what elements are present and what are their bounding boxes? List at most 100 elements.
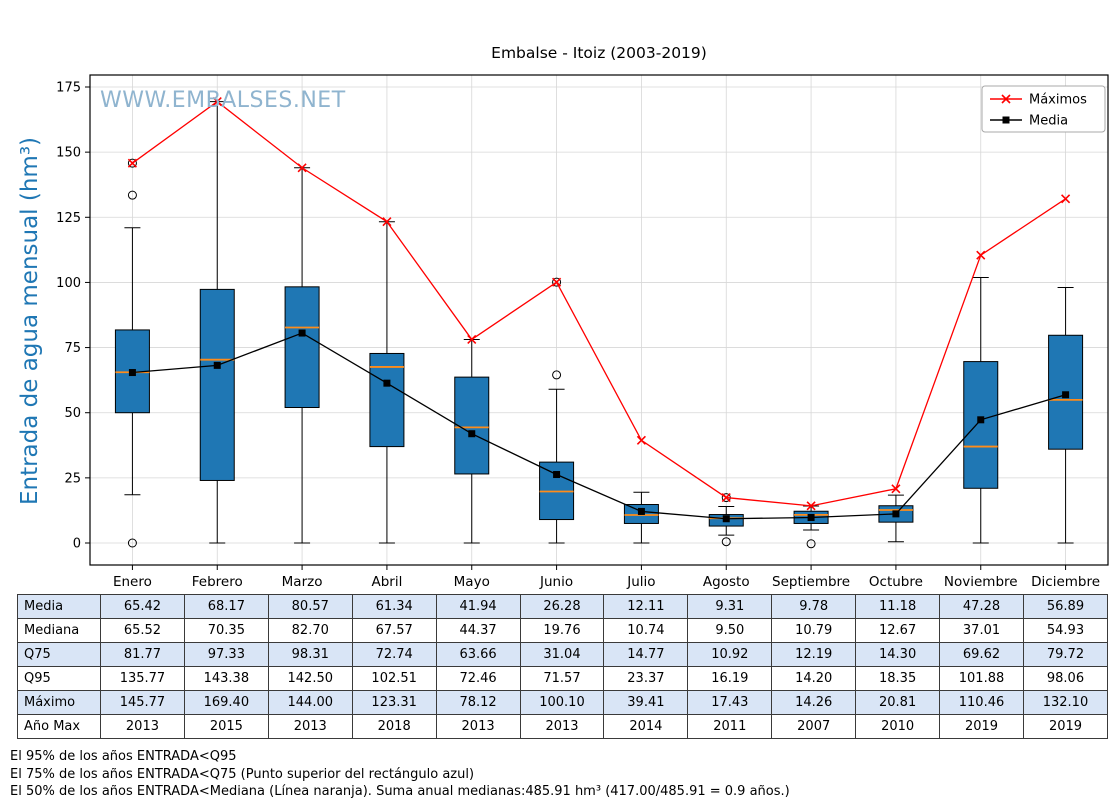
series-maximos [127,97,1071,511]
boxplot-diciembre [1048,286,1084,544]
boxplot-junio [539,277,575,544]
y-axis-label: Entrada de agua mensual (hm³) [17,136,43,506]
x-tick-label: Marzo [282,574,323,590]
table-cell: 101.88 [939,666,1024,691]
box [454,376,490,475]
x-tick-label: Abril [371,574,402,590]
stats-table: Media 65.42 68.17 80.57 61.34 41.94 26.28 12.11… [17,594,1109,739]
square-marker [1062,391,1070,399]
x-marker [127,158,137,168]
boxplot-abril [369,221,405,544]
table-cell: 2014 [603,714,689,739]
table-cell: 12.11 [603,594,689,619]
table-cell: 19.76 [519,618,605,643]
boxplot-noviembre [963,277,999,544]
x-marker [552,277,562,287]
table-row-máximo: Máximo 145.77 169.40 144.00 123.31 78.12 100.1… [17,690,1109,715]
chart-title: Embalse - Itoiz (2003-2019) [491,44,707,62]
table-cell: 68.17 [183,594,269,619]
table-cell: 98.31 [267,642,353,667]
table-cell: 2007 [771,714,857,739]
square-marker [468,430,476,438]
square-marker [722,515,730,523]
table-cell: 97.33 [183,642,269,667]
x-marker [806,501,816,511]
square-marker [213,361,221,369]
row-label: Año Max [17,714,101,739]
boxplot-chart: 0 25 50 75 100 125 150 175 Enero Febrero Marzo Abri… [56,74,1109,590]
x-tick-label: Julio [626,574,655,590]
x-marker [382,217,392,227]
table-cell: 2015 [183,714,269,739]
box [369,352,405,448]
table-cell: 41.94 [435,594,521,619]
box [284,286,320,409]
table-cell: 14.30 [855,642,941,667]
table-cell: 102.51 [351,666,437,691]
table-cell: 145.77 [100,690,185,715]
x-axis: Enero Febrero Marzo Abril Mayo Junio Julio Agos… [113,565,1100,590]
table-cell: 2019 [939,714,1024,739]
table-cell: 56.89 [1022,594,1109,619]
box [963,361,999,489]
table-cell: 2013 [519,714,605,739]
table-cell: 78.12 [435,690,521,715]
table-cell: 2013 [435,714,521,739]
table-cell: 11.18 [855,594,941,619]
legend-label-media: Media [1029,114,1068,129]
boxplot-julio [623,491,659,544]
watermark: WWW.EMBALSES.NET [100,88,346,113]
footer-line-mediana: El 50% de los años ENTRADA<Mediana (Líne… [10,784,790,799]
x-tick-label: Octubre [869,574,923,590]
row-label: Q75 [17,642,101,667]
table-cell: 142.50 [267,666,353,691]
x-marker [467,334,477,345]
outlier-point [552,277,562,287]
y-tick-label: 75 [64,341,81,356]
boxplot-febrero [199,101,235,544]
x-tick-label: Diciembre [1031,574,1100,590]
table-cell: 23.37 [603,666,689,691]
table-cell: 100.10 [519,690,605,715]
row-label: Media [17,594,101,619]
square-marker [807,514,815,522]
boxplot-marzo [284,167,320,544]
outlier-point [552,370,562,380]
boxplot-mayo [454,338,490,544]
x-marker [976,250,986,260]
square-marker [298,329,306,337]
gridlines [90,75,1108,565]
table-cell: 20.81 [855,690,941,715]
outlier-point [127,538,137,548]
legend-label-maximos: Máximos [1029,93,1087,108]
square-marker [553,471,561,479]
y-tick-label: 0 [73,537,81,552]
table-cell: 70.35 [183,618,269,643]
footer-notes: El 95% de los años ENTRADA<Q95 El 75% de… [10,748,790,801]
table-cell: 143.38 [183,666,269,691]
legend: Máximos Media [981,85,1106,133]
y-tick-label: 50 [64,406,81,421]
table-cell: 2011 [687,714,773,739]
table-cell: 2018 [351,714,437,739]
table-cell: 2013 [267,714,353,739]
table-cell: 144.00 [267,690,353,715]
table-row-q95: Q95 135.77 143.38 142.50 102.51 72.46 71.57 23.… [17,666,1109,691]
row-label: Máximo [17,690,101,715]
square-marker [637,507,645,515]
table-cell: 65.42 [100,594,185,619]
table-cell: 14.77 [603,642,689,667]
boxplot-octubre [878,494,914,543]
table-cell: 2019 [1022,714,1109,739]
table-cell: 71.57 [519,666,605,691]
table-row-año-max: Año Max 2013 2015 2013 2018 2013 2013 2014 2011 2… [17,714,1109,739]
series-media [128,329,1070,523]
outlier-point [721,537,731,547]
y-tick-label: 150 [56,146,81,161]
table-cell: 63.66 [435,642,521,667]
table-cell: 10.79 [771,618,857,643]
x-marker [212,97,222,107]
footer-line-q95: El 95% de los años ENTRADA<Q95 [10,749,237,764]
y-axis: 0 25 50 75 100 125 150 175 [56,81,90,552]
